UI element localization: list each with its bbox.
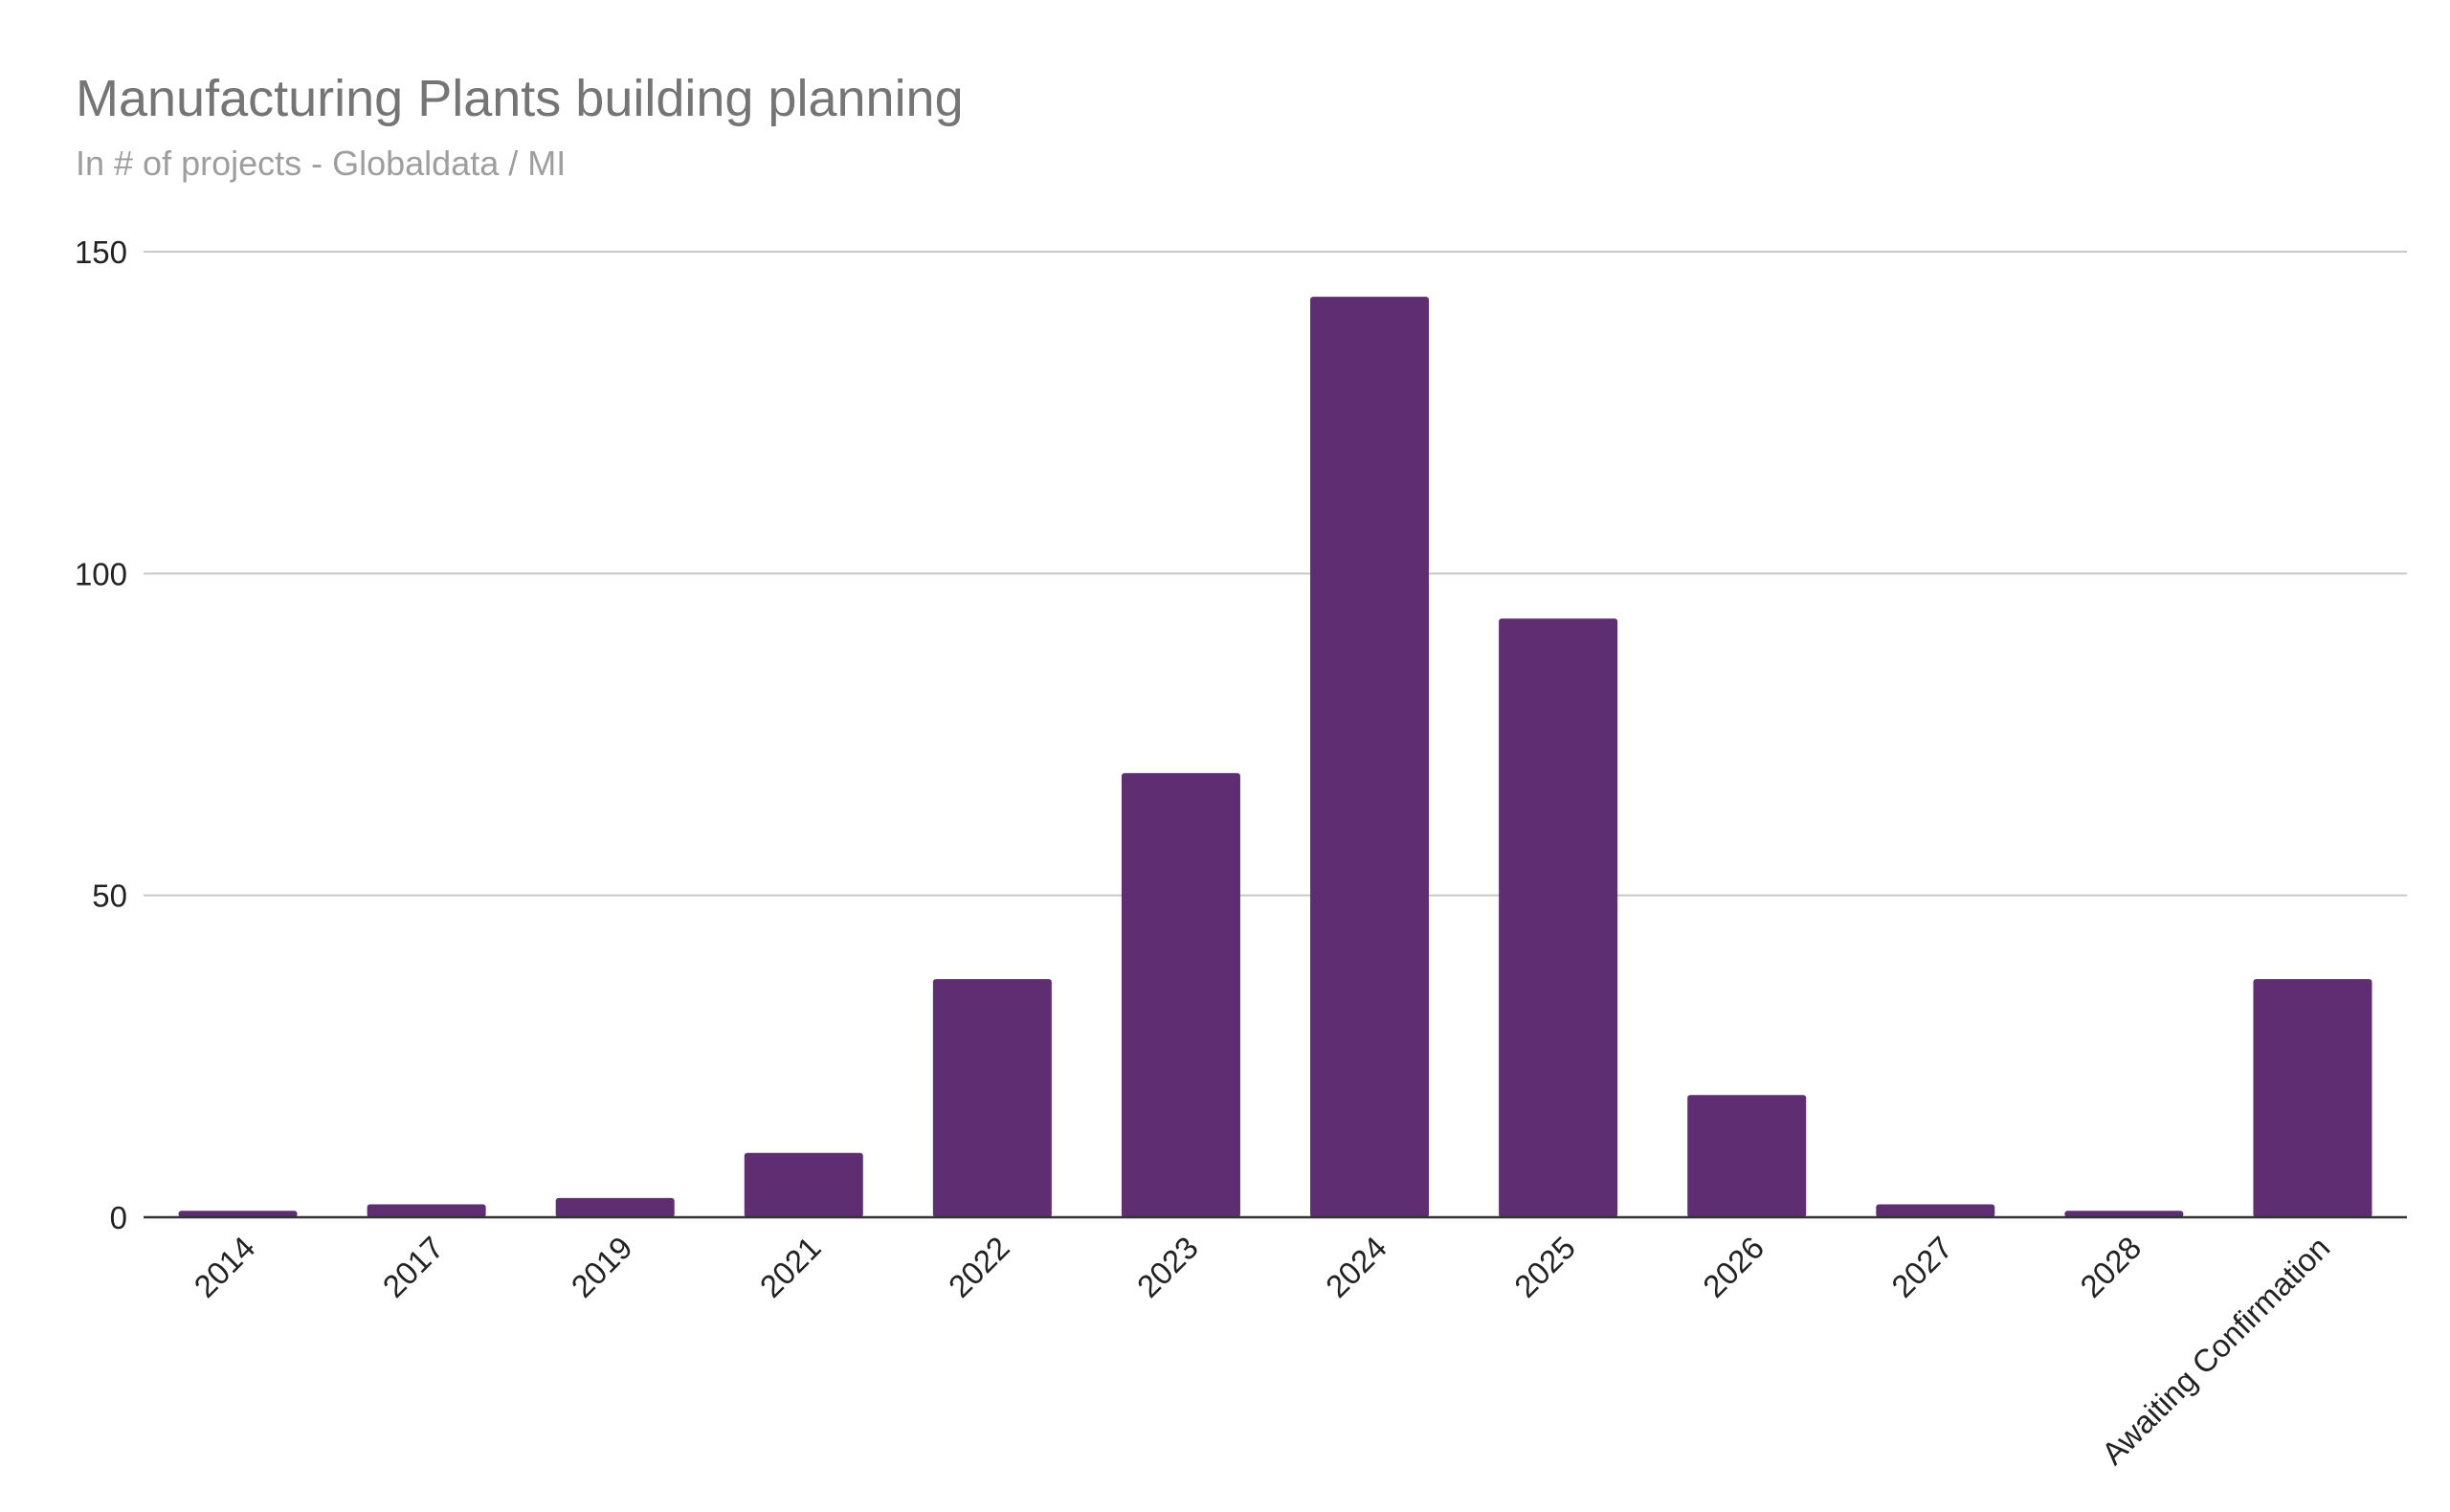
x-tick-label: 2023 — [1130, 1230, 1205, 1304]
x-tick-label: 2027 — [1884, 1230, 1959, 1304]
chart-subtitle: In # of projects - Globaldata / MI — [76, 144, 567, 183]
y-tick-label: 0 — [110, 1200, 127, 1235]
x-tick-label: 2021 — [753, 1230, 828, 1304]
y-tick-label: 150 — [75, 234, 127, 270]
bar — [1687, 1095, 1807, 1217]
bars — [178, 297, 2372, 1217]
bar — [932, 979, 1052, 1217]
x-tick-label: 2024 — [1319, 1230, 1393, 1304]
x-tick-label: 2022 — [942, 1230, 1016, 1304]
y-tick-label: 100 — [75, 556, 127, 591]
chart-title: Manufacturing Plants building planning — [76, 70, 964, 127]
gridlines — [144, 251, 2407, 897]
bar — [1876, 1204, 1995, 1217]
bar — [2253, 979, 2372, 1217]
bar — [2064, 1211, 2184, 1217]
bar — [178, 1211, 298, 1217]
x-tick-label: 2026 — [1696, 1230, 1771, 1304]
bar — [1121, 772, 1240, 1217]
x-tick-label: 2017 — [375, 1230, 450, 1304]
x-tick-label: 2025 — [1507, 1230, 1582, 1304]
x-tick-label: 2014 — [187, 1230, 261, 1304]
bar — [555, 1197, 675, 1217]
bar — [744, 1152, 863, 1217]
y-tick-label: 50 — [92, 878, 127, 914]
x-tick-label: 2019 — [565, 1230, 639, 1304]
bar — [367, 1204, 486, 1217]
bar — [1310, 297, 1430, 1217]
bar — [1499, 618, 1618, 1217]
x-tick-label: 2028 — [2073, 1230, 2148, 1304]
